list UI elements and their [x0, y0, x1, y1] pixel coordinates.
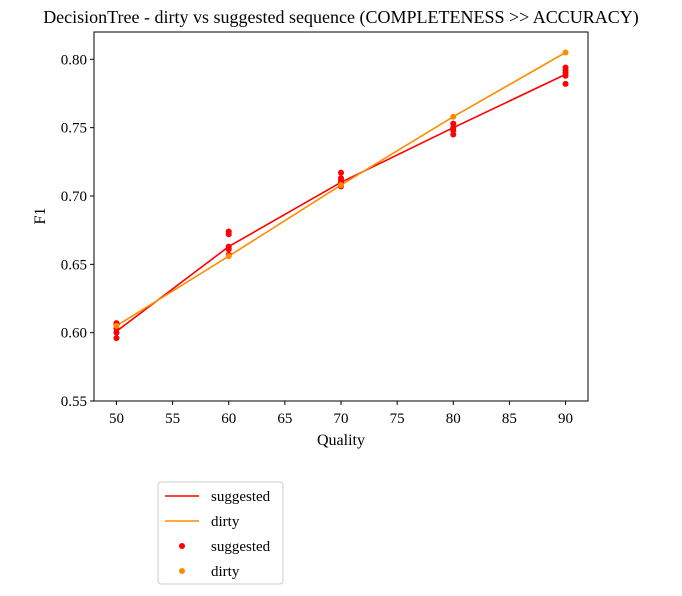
plot-area — [113, 49, 569, 342]
series-line-suggested — [115, 73, 566, 332]
y-axis: 0.55 0.60 0.65 0.70 0.75 0.80 — [61, 52, 94, 410]
data-point-dirty — [338, 182, 344, 189]
legend-point-swatch — [179, 568, 185, 574]
legend-label: suggested — [211, 489, 271, 505]
y-axis-label: F1 — [32, 208, 49, 225]
legend-label: dirty — [211, 564, 240, 580]
data-point-suggested — [338, 169, 344, 176]
chart-title: DecisionTree - dirty vs suggested sequen… — [43, 7, 639, 28]
legend-label: suggested — [211, 539, 271, 555]
x-tick-label: 70 — [334, 411, 349, 427]
plot-frame — [93, 31, 589, 402]
y-tick-label: 0.55 — [61, 394, 87, 410]
data-point-suggested — [113, 329, 120, 336]
x-tick-label: 80 — [446, 411, 461, 427]
x-tick-label: 75 — [390, 411, 405, 427]
legend-frame — [157, 481, 284, 585]
y-tick-label: 0.75 — [61, 121, 87, 137]
data-point-suggested — [225, 228, 232, 235]
x-tick-label: 85 — [502, 411, 517, 427]
legend-label: dirty — [211, 514, 240, 530]
data-point-suggested — [450, 120, 457, 127]
x-tick-label: 50 — [109, 411, 124, 427]
data-point-suggested — [113, 335, 120, 342]
y-tick-label: 0.65 — [61, 257, 87, 273]
x-tick-label: 60 — [221, 411, 236, 427]
legend-point-swatch — [179, 543, 185, 549]
x-tick-label: 90 — [558, 411, 573, 427]
legend: suggested dirty suggested dirty — [157, 481, 284, 585]
data-point-suggested — [450, 124, 457, 131]
data-point-dirty — [450, 113, 457, 120]
data-point-dirty — [225, 253, 232, 260]
y-tick-label: 0.80 — [61, 52, 87, 68]
x-tick-label: 55 — [165, 411, 180, 427]
data-point-suggested — [450, 131, 457, 138]
x-axis-label: Quality — [317, 432, 365, 449]
x-axis: 50 55 60 65 70 75 80 85 90 — [109, 401, 573, 427]
y-tick-label: 0.70 — [61, 189, 87, 205]
data-point-suggested — [338, 175, 344, 182]
x-tick-label: 65 — [277, 411, 292, 427]
data-point-dirty — [113, 322, 120, 329]
data-point-suggested — [562, 64, 569, 71]
y-tick-label: 0.60 — [61, 326, 87, 342]
data-point-suggested — [562, 80, 569, 87]
data-point-dirty — [562, 49, 569, 56]
data-point-suggested — [225, 243, 232, 250]
